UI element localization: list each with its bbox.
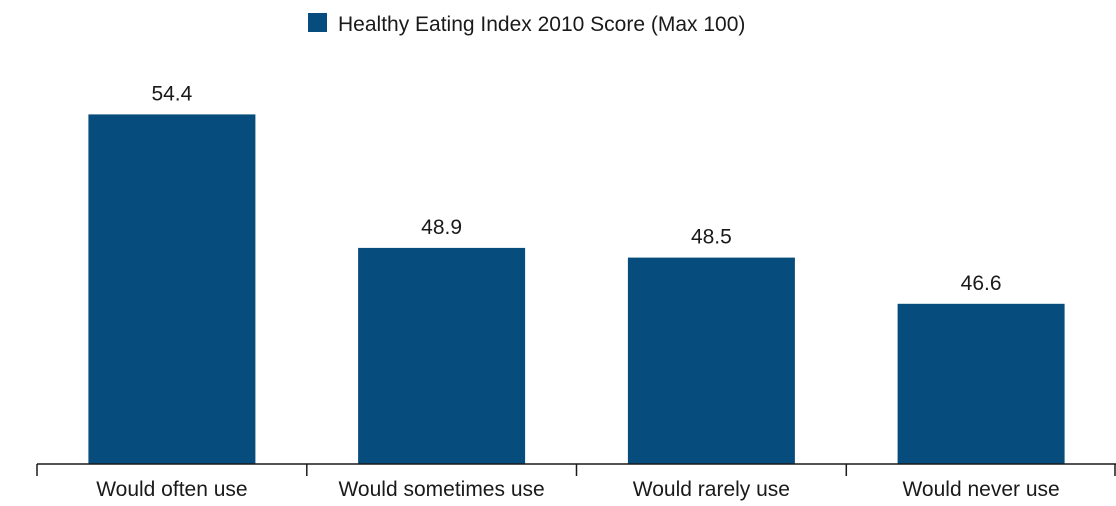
legend: Healthy Eating Index 2010 Score (Max 100…	[308, 13, 745, 36]
x-tick-label: Would rarely use	[633, 478, 790, 501]
bar-value-label: 46.6	[961, 272, 1002, 295]
bar-value-label: 54.4	[151, 82, 192, 105]
legend-swatch	[308, 13, 327, 32]
bar-value-label: 48.5	[691, 226, 732, 249]
legend-label: Healthy Eating Index 2010 Score (Max 100…	[338, 13, 745, 36]
x-tick-label: Would sometimes use	[338, 478, 544, 501]
bars-group	[88, 114, 1065, 465]
bar	[88, 114, 256, 465]
bar	[897, 303, 1065, 464]
bar	[627, 257, 795, 464]
bar-value-label: 48.9	[421, 216, 462, 239]
x-tick-label: Would never use	[902, 478, 1059, 501]
x-axis-ticks	[36, 464, 1116, 476]
x-tick-label: Would often use	[96, 478, 247, 501]
bar	[358, 247, 526, 464]
x-axis: Would often use Would sometimes use Would …	[36, 463, 1116, 501]
value-labels-group: 54.4 48.9 48.5 46.6	[151, 82, 1001, 294]
x-axis-tick-labels: Would often use Would sometimes use Would …	[96, 478, 1059, 501]
